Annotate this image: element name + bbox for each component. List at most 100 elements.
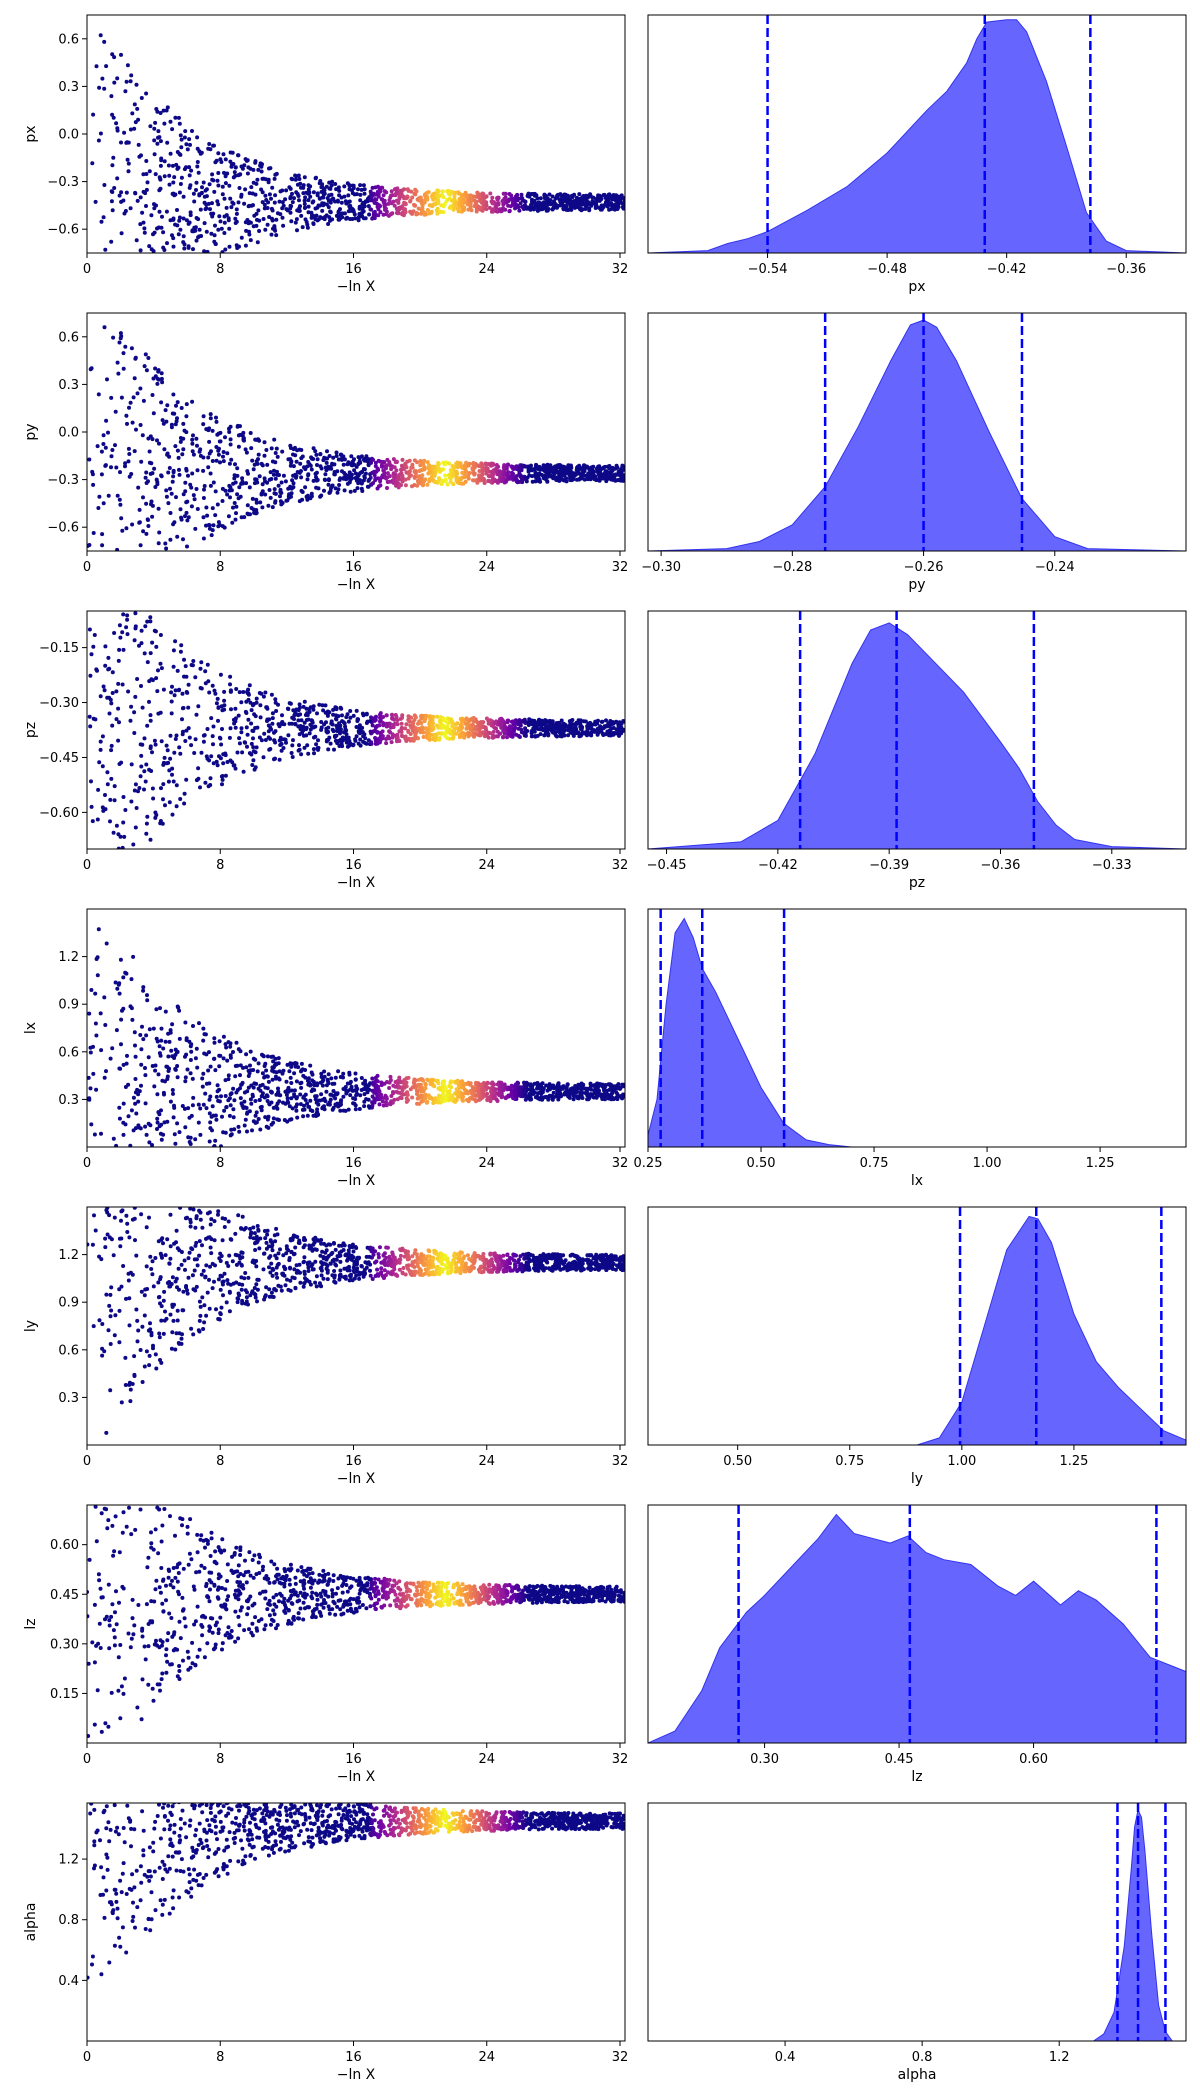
scatter-point [358, 478, 362, 483]
scatter-point [288, 484, 293, 489]
scatter-point [427, 479, 432, 484]
scatter-point [535, 196, 540, 201]
scatter-point [221, 454, 225, 459]
scatter-point [240, 166, 245, 171]
scatter-point [139, 96, 144, 100]
scatter-point [583, 207, 588, 211]
scatter-point [314, 742, 319, 747]
scatter-point [273, 172, 278, 177]
scatter-point [287, 701, 292, 706]
scatter-point [238, 494, 243, 499]
scatter-point [547, 192, 552, 197]
scatter-point [420, 473, 425, 478]
scatter-point [601, 725, 606, 730]
scatter-point [322, 1069, 327, 1074]
scatter-point [472, 734, 476, 739]
scatter-point [584, 193, 588, 198]
scatter-point [312, 751, 316, 756]
scatter-point [89, 779, 93, 784]
scatter-point [303, 467, 308, 472]
scatter-point [339, 706, 344, 711]
scatter-point [208, 147, 213, 152]
scatter-point [184, 777, 189, 782]
scatter-point [130, 1017, 135, 1022]
scatter-point [299, 752, 304, 757]
scatter-point [495, 729, 500, 734]
scatter-point [154, 644, 159, 649]
scatter-point [106, 667, 111, 672]
scatter-point [362, 732, 367, 737]
scatter-point [621, 719, 625, 723]
scatter-point [580, 196, 585, 201]
scatter-point [195, 443, 199, 448]
scatter-point [365, 459, 370, 464]
scatter-point [479, 720, 484, 725]
scatter-point [118, 957, 123, 962]
scatter-point [155, 381, 160, 386]
scatter-point [535, 205, 540, 210]
scatter-point [288, 186, 293, 191]
scatter-point [561, 721, 566, 726]
scatter-point [227, 461, 232, 466]
scatter-point [126, 161, 131, 166]
scatter-point [559, 730, 564, 735]
scatter-point [196, 217, 201, 222]
scatter-point [295, 208, 300, 213]
scatter-point [507, 476, 512, 481]
scatter-point [527, 473, 532, 478]
px-trace-panel: 0 8 16 24 32−ln X−0.6−0.30.00.30.6px [23, 14, 628, 295]
scatter-point [432, 195, 437, 200]
scatter-point [188, 1135, 193, 1140]
scatter-point [340, 211, 345, 216]
scatter-point [218, 1053, 223, 1058]
scatter-point [90, 819, 95, 824]
scatter-point [165, 748, 170, 753]
scatter-point [424, 713, 429, 718]
scatter-point [184, 414, 189, 419]
scatter-point [247, 683, 252, 688]
scatter-point [502, 723, 507, 728]
x-tick-label: 8 [216, 858, 224, 873]
scatter-point [384, 741, 389, 746]
scatter-point [293, 177, 298, 182]
scatter-point [270, 505, 275, 510]
scatter-point [532, 726, 537, 731]
scatter-point [260, 482, 265, 487]
scatter-point [90, 469, 95, 474]
scatter-point [304, 190, 309, 195]
scatter-point [152, 628, 157, 633]
scatter-point [285, 1096, 290, 1101]
scatter-point [407, 719, 412, 724]
scatter-point [410, 728, 415, 733]
scatter-point [227, 226, 232, 231]
scatter-point [314, 452, 319, 457]
scatter-point [507, 209, 512, 214]
scatter-point [463, 467, 468, 472]
x-tick-label: −0.26 [904, 560, 944, 575]
scatter-point [607, 464, 612, 468]
scatter-point [413, 471, 418, 475]
scatter-point [153, 810, 158, 815]
scatter-point [241, 690, 246, 694]
scatter-point [609, 196, 614, 200]
scatter-point [109, 454, 114, 459]
scatter-point [124, 79, 129, 84]
scatter-point [221, 761, 226, 766]
scatter-point [152, 230, 157, 235]
scatter-point [113, 980, 118, 985]
scatter-point [509, 719, 514, 724]
scatter-point [124, 1061, 129, 1066]
scatter-point [111, 335, 116, 340]
scatter-point [145, 998, 150, 1003]
scatter-point [159, 739, 164, 744]
scatter-point [452, 466, 456, 470]
scatter-point [188, 1044, 193, 1049]
scatter-point [267, 477, 272, 482]
scatter-point [306, 183, 311, 188]
scatter-point [110, 723, 115, 728]
scatter-point [320, 703, 325, 708]
scatter-point [138, 256, 142, 260]
scatter-point [184, 165, 188, 170]
scatter-point [107, 711, 112, 716]
scatter-point [304, 733, 309, 738]
